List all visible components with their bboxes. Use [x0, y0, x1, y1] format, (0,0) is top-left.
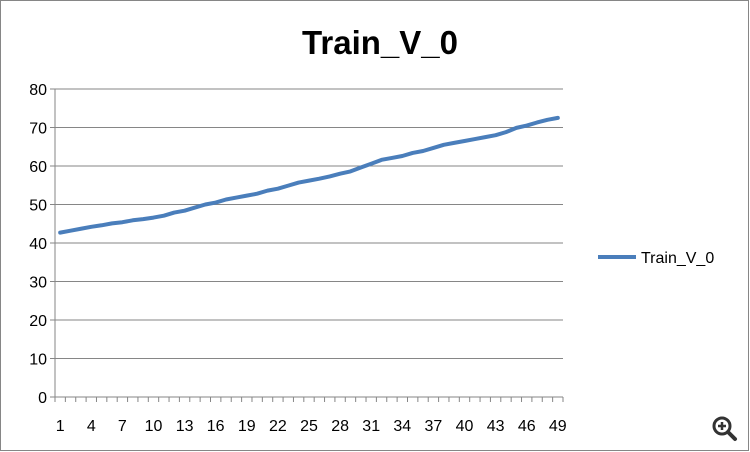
x-tick-label: 13 — [176, 418, 194, 435]
x-tick-label: 43 — [487, 418, 505, 435]
chart-title: Train_V_0 — [302, 24, 458, 61]
series-line — [58, 115, 560, 235]
x-tick-label: 49 — [549, 418, 567, 435]
x-tick-label: 22 — [269, 418, 287, 435]
y-tick-label: 10 — [29, 352, 47, 369]
y-tick-label: 30 — [29, 275, 47, 292]
x-tick-label: 37 — [425, 418, 443, 435]
x-tick-label: 16 — [207, 418, 225, 435]
x-tick-label: 28 — [331, 418, 349, 435]
zoom-icon[interactable] — [712, 416, 737, 441]
x-tick-label: 31 — [362, 418, 380, 435]
x-tick-label: 25 — [300, 418, 318, 435]
legend: Train_V_0 — [598, 250, 714, 267]
y-tick-label: 50 — [29, 198, 47, 215]
x-tick-label: 19 — [238, 418, 256, 435]
y-tick-label: 70 — [29, 121, 47, 138]
y-tick-label: 80 — [29, 82, 47, 99]
y-tick-label: 40 — [29, 236, 47, 253]
x-tick-label: 40 — [456, 418, 474, 435]
y-tick-label: 0 — [38, 390, 47, 407]
legend-label: Train_V_0 — [641, 250, 714, 267]
x-tick-label: 7 — [118, 418, 127, 435]
x-tick-label: 10 — [145, 418, 163, 435]
x-tick-label: 4 — [87, 418, 96, 435]
y-tick-label: 20 — [29, 313, 47, 330]
x-tick-label: 46 — [518, 418, 536, 435]
y-tick-label: 60 — [29, 159, 47, 176]
x-tick-label: 34 — [393, 418, 411, 435]
x-tick-label: 1 — [56, 418, 65, 435]
